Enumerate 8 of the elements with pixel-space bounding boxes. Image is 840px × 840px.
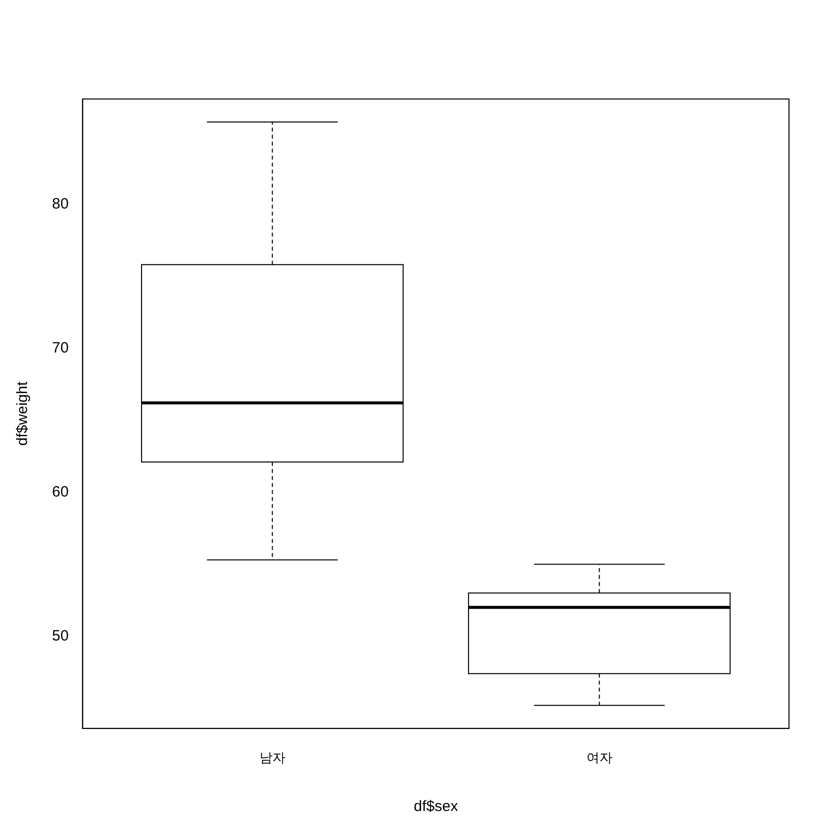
x-axis-title: df$sex [414,798,458,816]
y-axis-title: df$weight [14,380,32,446]
y-tick-label: 80 [52,195,69,212]
y-tick-label: 70 [52,339,69,356]
y-tick-label: 50 [52,627,69,644]
x-tick-label: 남자 [259,750,286,765]
x-tick-label: 여자 [586,750,612,765]
y-tick-label: 60 [52,483,69,500]
